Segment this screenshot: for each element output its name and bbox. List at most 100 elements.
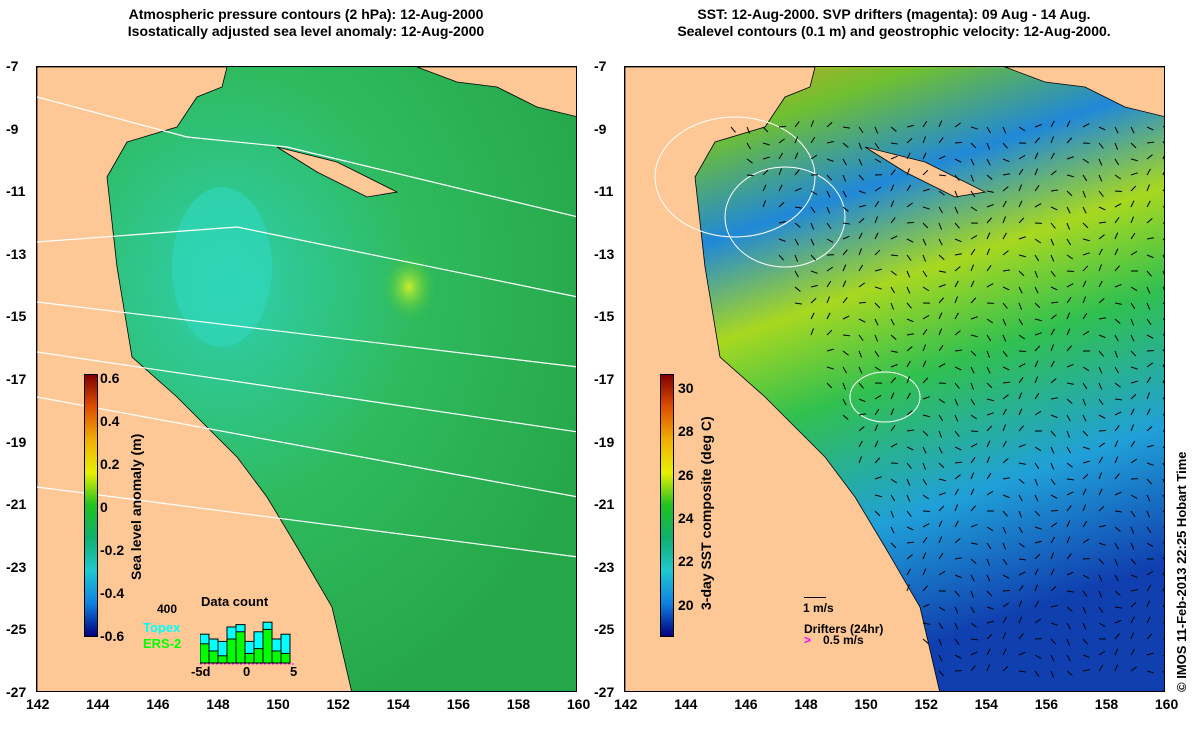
velocity-arrow	[810, 136, 816, 144]
velocity-arrow	[954, 669, 963, 672]
velocity-arrow	[954, 206, 959, 214]
velocity-arrow	[1130, 424, 1135, 432]
velocity-arrow	[1098, 650, 1106, 656]
velocity-arrow	[1050, 120, 1055, 128]
velocity-arrow	[1146, 286, 1151, 294]
velocity-arrow	[810, 254, 817, 261]
velocity-arrow	[938, 222, 943, 230]
velocity-arrow	[1018, 651, 1026, 656]
velocity-arrow	[842, 398, 847, 406]
velocity-arrow	[986, 606, 994, 610]
velocity-arrow	[874, 494, 882, 498]
velocity-arrow	[954, 174, 960, 181]
sea-level-colorbar-label: Sea level anomaly (m)	[128, 433, 144, 580]
velocity-arrow	[794, 169, 800, 176]
velocity-arrow	[826, 121, 833, 128]
velocity-arrow	[1082, 296, 1087, 304]
velocity-arrow	[778, 184, 783, 192]
velocity-arrow	[986, 440, 991, 448]
x-tick-label: 154	[386, 696, 410, 712]
velocity-arrow	[954, 253, 962, 256]
colorbar-tick: -0.4	[100, 585, 125, 601]
velocity-arrow	[1082, 488, 1087, 496]
velocity-arrow	[1098, 234, 1105, 240]
velocity-arrow	[1082, 252, 1090, 256]
velocity-arrow	[986, 204, 994, 208]
velocity-arrow	[842, 414, 849, 421]
velocity-arrow	[938, 670, 945, 677]
ers2-bar	[271, 650, 282, 664]
velocity-arrow	[858, 158, 863, 166]
velocity-arrow	[778, 168, 783, 176]
velocity-arrow	[1002, 232, 1007, 240]
velocity-arrow	[938, 297, 944, 304]
velocity-arrow	[842, 350, 849, 356]
velocity-arrow	[1050, 622, 1058, 626]
velocity-arrow	[938, 254, 945, 261]
velocity-arrow	[986, 217, 992, 224]
velocity-arrow	[1130, 334, 1135, 342]
velocity-arrow	[1002, 158, 1010, 163]
velocity-arrow	[1162, 238, 1164, 241]
velocity-arrow	[1066, 414, 1071, 422]
velocity-arrow	[1002, 173, 1010, 176]
velocity-arrow	[1018, 392, 1023, 400]
velocity-arrow	[874, 142, 880, 150]
velocity-arrow	[986, 412, 994, 416]
velocity-arrow	[938, 606, 946, 612]
velocity-arrow	[970, 488, 975, 496]
velocity-arrow	[810, 206, 816, 214]
velocity-arrow	[1162, 396, 1164, 400]
title-line: Sealevel contours (0.1 m) and geostrophi…	[677, 23, 1111, 39]
velocity-arrow	[938, 312, 943, 320]
velocity-arrow	[762, 169, 769, 176]
velocity-arrow	[1146, 478, 1153, 485]
velocity-arrow	[794, 254, 799, 262]
velocity-arrow	[906, 478, 911, 486]
inset-xtick: 0	[243, 664, 251, 679]
velocity-arrow	[1146, 141, 1155, 144]
velocity-arrow	[794, 121, 800, 128]
velocity-arrow	[1034, 254, 1040, 262]
velocity-arrow	[1002, 142, 1008, 149]
velocity-arrow	[1130, 158, 1138, 162]
velocity-arrow	[1002, 494, 1010, 499]
velocity-arrow	[938, 174, 947, 177]
velocity-arrow	[1098, 414, 1106, 419]
velocity-arrow	[1146, 334, 1154, 339]
velocity-arrow	[1146, 462, 1154, 466]
velocity-arrow	[938, 398, 946, 404]
velocity-arrow	[986, 648, 991, 656]
velocity-arrow	[810, 312, 815, 320]
velocity-arrow	[1018, 377, 1024, 384]
velocity-arrow	[1162, 510, 1164, 513]
velocity-arrow	[1066, 254, 1074, 260]
velocity-arrow	[986, 620, 994, 624]
velocity-arrow	[1050, 397, 1058, 400]
velocity-arrow	[922, 414, 930, 418]
velocity-arrow	[762, 184, 767, 192]
velocity-arrow	[970, 382, 975, 390]
velocity-arrow	[810, 284, 818, 288]
velocity-arrow	[874, 350, 880, 358]
velocity-arrow	[826, 190, 831, 198]
velocity-arrow	[954, 474, 961, 480]
velocity-arrow	[826, 348, 834, 352]
velocity-arrow	[874, 440, 879, 448]
velocity-arrow	[954, 266, 961, 272]
ers2-bar	[280, 652, 291, 664]
velocity-arrow	[842, 315, 850, 320]
x-tick-label: 156	[446, 696, 471, 712]
velocity-arrow	[1018, 168, 1024, 176]
velocity-arrow	[1066, 520, 1071, 528]
velocity-arrow	[1162, 363, 1164, 368]
land	[37, 67, 352, 691]
colorbar-tick: -0.2	[100, 542, 125, 558]
velocity-arrow	[1050, 378, 1057, 384]
velocity-arrow	[1050, 430, 1056, 437]
velocity-arrow	[1034, 553, 1041, 560]
velocity-arrow	[906, 446, 914, 451]
velocity-arrow	[874, 366, 882, 372]
velocity-arrow	[986, 265, 992, 272]
velocity-arrow	[1018, 425, 1024, 432]
